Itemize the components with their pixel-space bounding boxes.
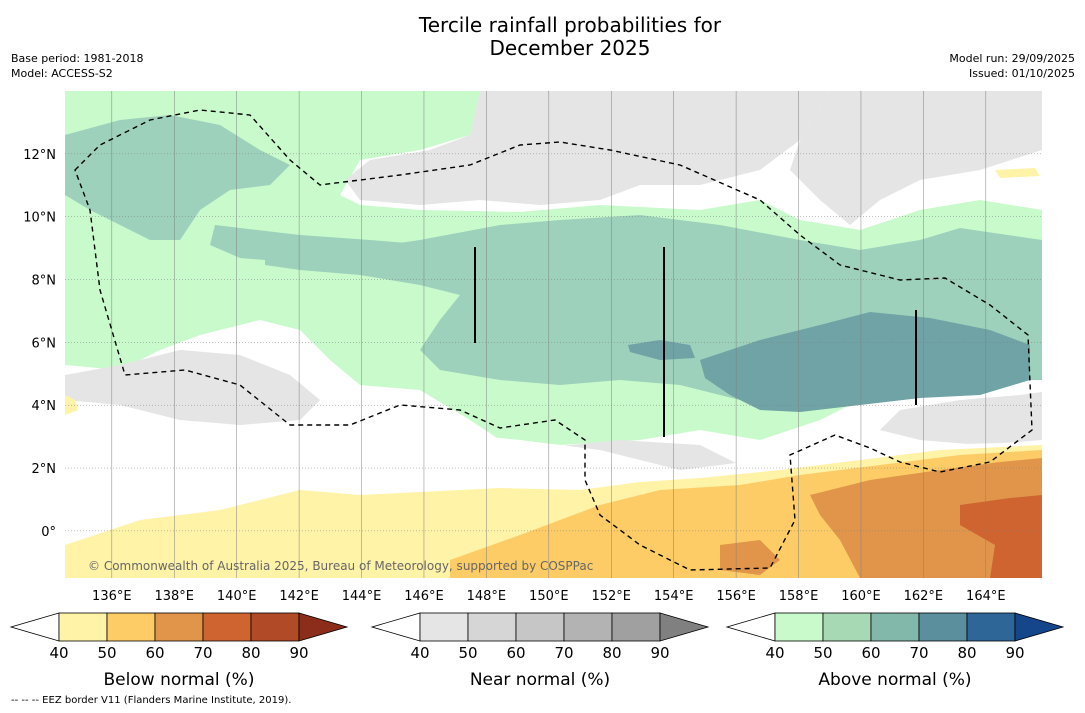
- legend-swatch: [515, 612, 565, 642]
- legend-tick: 90: [289, 644, 308, 662]
- legend-swatch: [870, 612, 920, 642]
- issued-date: Issued: 01/10/2025: [968, 67, 1075, 80]
- near-normal-region-west: [65, 350, 320, 425]
- legend-tick: 40: [49, 644, 68, 662]
- y-tick-labels: 12°N 10°N 8°N 6°N 4°N 2°N 0°: [23, 148, 56, 540]
- x-tick-label: 138°E: [154, 589, 194, 604]
- legend-swatch: [58, 612, 108, 642]
- legend-swatch: [822, 612, 872, 642]
- y-tick-label: 8°N: [32, 274, 57, 289]
- x-tick-label: 156°E: [716, 589, 756, 604]
- x-tick-label: 148°E: [467, 589, 507, 604]
- legend-tick: 60: [506, 644, 525, 662]
- copyright-text: © Commonwealth of Australia 2025, Bureau…: [88, 559, 593, 573]
- model-name: Model: ACCESS-S2: [11, 67, 113, 80]
- legend-tick: 90: [650, 644, 669, 662]
- above-normal-50-mid-west: [210, 225, 430, 262]
- legend-swatch: [467, 612, 517, 642]
- meta-right: Model run: 29/09/2025 Issued: 01/10/2025: [949, 51, 1075, 81]
- footnote: -- -- -- EEZ border V11 (Flanders Marine…: [11, 695, 292, 706]
- legend-tick: 40: [765, 644, 784, 662]
- above-normal-50-northwest: [65, 115, 290, 240]
- legend-tick: 70: [554, 644, 573, 662]
- legend-low-arrow: [370, 612, 421, 642]
- x-tick-label: 144°E: [342, 589, 382, 604]
- legend-group: 40 50 60 70 80 90 Below normal (%) 40 50 60 70 80 90…: [9, 612, 1065, 690]
- legend-label: Below normal (%): [104, 670, 255, 690]
- legend-colorbar: 40 50 60 70 80 90 Above normal (%): [725, 612, 1065, 690]
- x-tick-label: 160°E: [841, 589, 881, 604]
- legend-swatch: [250, 612, 300, 642]
- legend-swatch: [202, 612, 252, 642]
- legend-tick: 40: [410, 644, 429, 662]
- near-normal-region-north: [345, 91, 830, 205]
- white-band: [65, 420, 1042, 490]
- x-tick-label: 146°E: [404, 589, 444, 604]
- y-tick-label: 12°N: [23, 148, 56, 163]
- y-tick-label: 2°N: [32, 462, 57, 477]
- legend-high-arrow: [298, 612, 349, 642]
- legend-colorbar: 40 50 60 70 80 90 Below normal (%): [9, 612, 349, 690]
- legend-high-arrow: [659, 612, 710, 642]
- gridlines: [65, 91, 1042, 578]
- legend-swatch: [563, 612, 613, 642]
- x-tick-label: 152°E: [591, 589, 631, 604]
- y-tick-label: 4°N: [32, 399, 57, 414]
- map-title: Tercile rainfall probabilities for Decem…: [0, 14, 1085, 60]
- legend-low-arrow: [9, 612, 60, 642]
- below-normal-60-patch: [720, 540, 780, 575]
- x-tick-label: 142°E: [279, 589, 319, 604]
- legend-tick: 60: [145, 644, 164, 662]
- above-normal-60-patch: [628, 340, 695, 360]
- map-panel: [65, 91, 1042, 578]
- legend-swatch: [154, 612, 204, 642]
- eez-border: [74, 109, 1033, 571]
- legend-tick: 50: [813, 644, 832, 662]
- legend-tick: 80: [957, 644, 976, 662]
- legend-tick: 60: [861, 644, 880, 662]
- below-normal-40-patch-ne: [995, 168, 1040, 178]
- title-line-1: Tercile rainfall probabilities for: [418, 13, 722, 37]
- legend-label: Above normal (%): [818, 670, 971, 690]
- legend-low-arrow: [725, 612, 776, 642]
- x-tick-label: 136°E: [92, 589, 132, 604]
- x-tick-label: 150°E: [529, 589, 569, 604]
- legend-tick: 90: [1005, 644, 1024, 662]
- meta-left: Base period: 1981-2018 Model: ACCESS-S2: [11, 51, 143, 81]
- x-tick-labels: 136°E 138°E 140°E 142°E 144°E 146°E 148°E 150°E…: [92, 589, 1006, 604]
- legend-tick: 50: [97, 644, 116, 662]
- legend-swatch: [966, 612, 1016, 642]
- title-line-2: December 2025: [489, 36, 651, 60]
- legend-tick: 80: [602, 644, 621, 662]
- legend-tick: 70: [909, 644, 928, 662]
- near-normal-region-northeast: [790, 91, 1042, 225]
- legend-tick: 70: [193, 644, 212, 662]
- legend-high-arrow: [1014, 612, 1065, 642]
- legend-label: Near normal (%): [470, 670, 610, 690]
- x-tick-label: 158°E: [779, 589, 819, 604]
- legend-tick: 80: [241, 644, 260, 662]
- legend-colorbar: 40 50 60 70 80 90 Near normal (%): [370, 612, 710, 690]
- legend-swatch: [611, 612, 661, 642]
- above-normal-60-core: [700, 312, 1030, 412]
- legend-swatch: [106, 612, 156, 642]
- legend-swatch: [774, 612, 824, 642]
- y-tick-label: 0°: [41, 525, 56, 540]
- x-tick-label: 154°E: [654, 589, 694, 604]
- x-tick-label: 140°E: [217, 589, 257, 604]
- model-run: Model run: 29/09/2025: [949, 52, 1075, 65]
- legend-swatch: [419, 612, 469, 642]
- x-tick-label: 164°E: [966, 589, 1006, 604]
- below-normal-60-region: [810, 458, 1042, 578]
- x-tick-label: 162°E: [904, 589, 944, 604]
- legend-tick: 50: [458, 644, 477, 662]
- y-tick-label: 6°N: [32, 336, 57, 351]
- y-tick-label: 10°N: [23, 211, 56, 226]
- legend-swatch: [918, 612, 968, 642]
- below-normal-70-region: [960, 495, 1042, 578]
- base-period: Base period: 1981-2018: [11, 52, 144, 65]
